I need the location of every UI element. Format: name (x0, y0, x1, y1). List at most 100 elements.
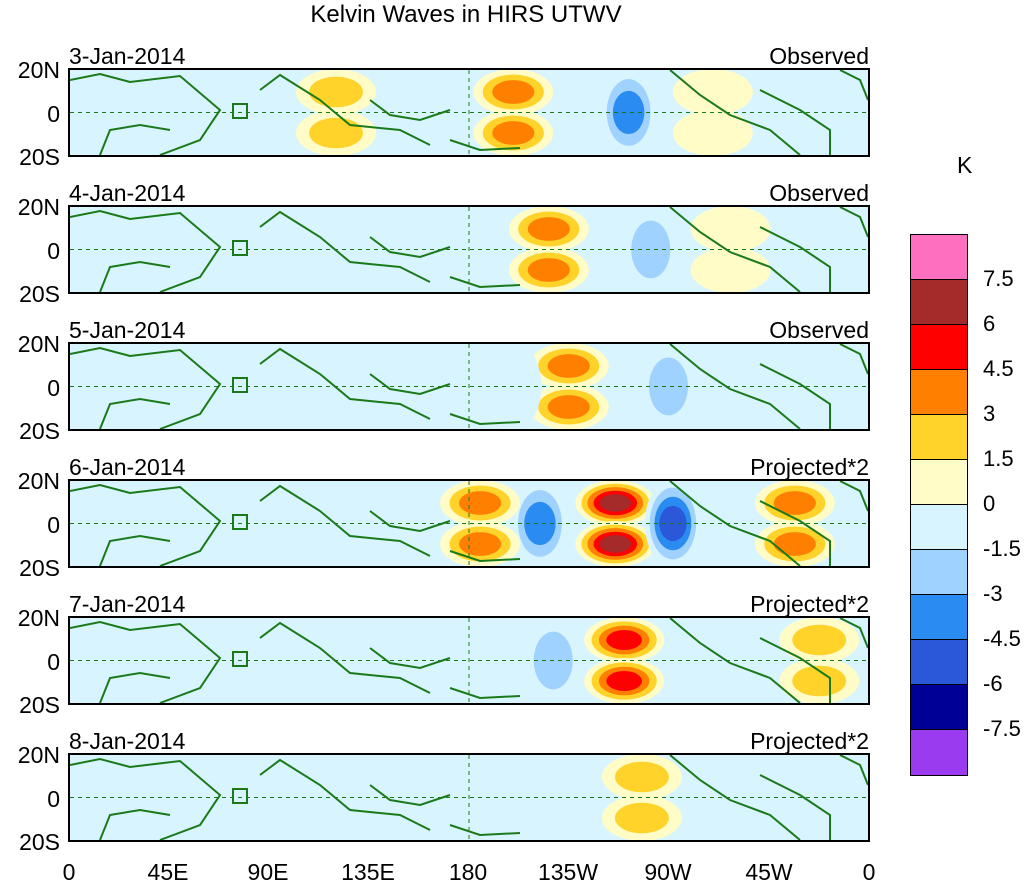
positive-anomaly-contour (690, 247, 771, 292)
positive-anomaly-contour (547, 354, 590, 378)
positive-anomaly-contour (792, 665, 847, 697)
positive-anomaly-contour (458, 491, 502, 515)
positive-anomaly-contour (672, 70, 753, 115)
map-panel: 6-Jan-2014 Projected*2 20N 0 20S (0, 455, 900, 591)
coastline (99, 397, 171, 429)
colorbar-swatch (910, 504, 968, 551)
lon-label-135e: 135E (341, 859, 395, 885)
coastline (99, 808, 171, 840)
colorbar-label: 3 (983, 401, 996, 426)
negative-anomaly-contour (648, 357, 689, 416)
colorbar-swatch (910, 729, 968, 776)
coastlines (70, 207, 868, 292)
coastline (669, 481, 801, 566)
negative-anomaly-contour (524, 501, 556, 546)
colorbar-swatch (910, 414, 968, 461)
lon-label-180: 180 (448, 859, 488, 885)
positive-anomaly-contour (599, 535, 632, 553)
lat-label: 20S (19, 692, 60, 718)
colorbar-swatch (910, 639, 968, 686)
lon-label-0: 0 (62, 859, 76, 885)
coastline (369, 784, 451, 807)
colorbar-label: 1.5 (983, 446, 1014, 471)
panel-date: 7-Jan-2014 (69, 591, 186, 617)
map-plot (68, 479, 870, 568)
map-panel: 5-Jan-2014 Observed 20N 0 20S (0, 318, 900, 454)
positive-anomaly-contour (606, 630, 642, 650)
lat-label: 0 (47, 649, 60, 675)
colorbar-label: 4.5 (983, 356, 1014, 381)
lon-label-45e: 45E (147, 859, 189, 885)
panel-date: 5-Jan-2014 (69, 317, 186, 343)
anomaly-map (70, 481, 868, 566)
colorbar-swatch (910, 594, 968, 641)
positive-anomaly-contour (792, 624, 847, 656)
anomaly-map (70, 755, 868, 840)
coastlines (70, 755, 868, 840)
lat-label: 0 (47, 786, 60, 812)
coastline (759, 774, 831, 840)
positive-anomaly-contour (690, 207, 771, 252)
lat-label: 20N (17, 331, 60, 357)
positive-anomaly-contour (492, 121, 535, 145)
lat-label: 20N (17, 194, 60, 220)
lat-label: 20S (19, 281, 60, 307)
lat-label: 20N (17, 605, 60, 631)
panel-kind: Projected*2 (750, 454, 869, 480)
coastline (449, 550, 521, 563)
map-plot (68, 616, 870, 705)
coastline (369, 99, 451, 122)
colorbar-label: 6 (983, 311, 996, 336)
colorbar-label: -6 (983, 671, 1003, 696)
colorbar-label: -3 (983, 581, 1003, 606)
region-box (232, 377, 248, 393)
coastline (369, 373, 451, 396)
map-plot (68, 205, 870, 294)
coastline (449, 139, 521, 152)
coastline (669, 618, 801, 703)
lat-label: 0 (47, 375, 60, 401)
positive-anomaly-contour (527, 217, 570, 241)
lat-label: 0 (47, 238, 60, 264)
coastline (669, 344, 801, 429)
lat-label: 20N (17, 468, 60, 494)
lat-label: 20S (19, 144, 60, 170)
lon-label-90e: 90E (247, 859, 289, 885)
coastline (99, 260, 171, 292)
map-plot (68, 342, 870, 431)
panel-kind: Observed (769, 180, 869, 206)
map-plot (68, 68, 870, 157)
map-plot (68, 753, 870, 842)
lon-label-135w: 135W (537, 859, 599, 885)
colorbar-label: -4.5 (983, 626, 1021, 651)
coastline (449, 413, 521, 426)
map-panel: 8-Jan-2014 Projected*2 20N 0 20S (0, 729, 900, 865)
coastline (669, 207, 801, 292)
positive-anomaly-contour (599, 494, 632, 512)
colorbar-swatch (910, 684, 968, 731)
coastline (759, 500, 831, 566)
map-panel: 3-Jan-2014 Observed 20N 0 20S (0, 44, 900, 180)
lat-label: 20N (17, 742, 60, 768)
lon-label-45w: 45W (745, 859, 793, 885)
coastline (839, 207, 868, 238)
coastline (759, 89, 831, 155)
positive-anomaly-contour (492, 80, 535, 104)
coastline (369, 647, 451, 670)
negative-anomaly-contour (612, 90, 645, 135)
positive-anomaly-contour (547, 395, 590, 419)
lat-label: 0 (47, 512, 60, 538)
positive-anomaly-contour (309, 76, 363, 108)
coastline (70, 757, 222, 840)
anomaly-map (70, 207, 868, 292)
coastline (70, 483, 222, 566)
coastline (70, 346, 222, 429)
colorbar-label: 0 (983, 491, 996, 516)
figure-title: Kelvin Waves in HIRS UTWV (310, 1, 622, 28)
lon-label-90w: 90W (644, 859, 692, 885)
panel-kind: Projected*2 (750, 591, 869, 617)
coastline (669, 70, 801, 155)
coastline (369, 510, 451, 533)
coastline (449, 824, 521, 837)
region-box (232, 514, 248, 530)
